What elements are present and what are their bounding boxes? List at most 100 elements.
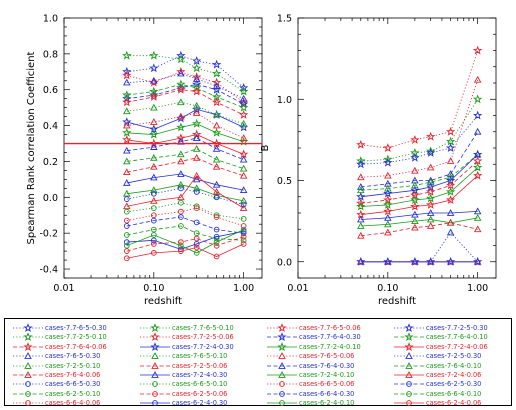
legend-marker-icon (278, 371, 286, 378)
legend-label: cases-6-2-4-0.06 (426, 399, 482, 408)
right-plot-frame (297, 17, 497, 279)
left-data-point (150, 205, 157, 211)
legend-swatch (267, 361, 297, 369)
left-data-point (149, 77, 159, 87)
left-data-point (122, 117, 132, 126)
left-data-point (211, 77, 222, 87)
left-data-point (192, 101, 201, 109)
right-data-point (410, 152, 420, 162)
left-data-point (150, 76, 158, 84)
legend-marker-icon (150, 323, 160, 332)
legend-swatch (267, 371, 297, 378)
left-data-point (177, 180, 185, 188)
left-data-point (193, 244, 200, 251)
legend-marker-icon (25, 381, 31, 388)
left-data-point (213, 212, 220, 219)
left-data-point (149, 50, 159, 60)
left-data-point (239, 155, 248, 163)
left-data-point (212, 188, 221, 195)
right-data-point (445, 180, 456, 190)
left-data-point (122, 97, 132, 107)
right-data-point (357, 231, 365, 239)
left-data-point (239, 94, 248, 102)
left-data-point (239, 102, 249, 112)
left-series-line-12 (126, 137, 244, 161)
right-data-point (384, 171, 392, 179)
right-data-point (473, 156, 483, 165)
left-x-axis-label: redshift (144, 296, 182, 307)
left-data-point (123, 223, 130, 229)
left-data-point (178, 199, 184, 206)
left-data-point (193, 241, 200, 247)
left-data-point (192, 83, 202, 92)
left-series-line-13 (126, 148, 244, 169)
left-series-line-26 (126, 243, 244, 259)
left-data-point (192, 109, 201, 116)
left-data-point (149, 92, 159, 101)
legend-label: cases-7-2-4-0.30 (172, 371, 228, 379)
left-data-point (177, 170, 185, 177)
legend-swatch (140, 341, 170, 351)
right-data-point (473, 110, 483, 120)
legend-marker-icon (404, 323, 414, 332)
legend-marker-icon (23, 332, 33, 342)
legend-marker-icon (152, 400, 158, 407)
legend-swatch (267, 390, 297, 397)
right-y-tick-label: 0.0 (277, 257, 292, 268)
left-series-line-8 (126, 134, 244, 155)
left-data-point (123, 248, 130, 254)
right-data-point (383, 199, 393, 209)
left-data-point (213, 226, 220, 233)
right-data-point (357, 183, 365, 190)
left-data-point (240, 241, 247, 247)
right-series-line-4 (360, 131, 479, 188)
left-data-point (123, 78, 131, 86)
left-plot-frame (63, 17, 263, 279)
left-series-line-17 (126, 175, 244, 209)
right-series-line-2 (360, 115, 479, 165)
left-data-point (176, 84, 186, 94)
left-data-point (213, 233, 220, 240)
left-data-point (212, 162, 221, 170)
left-data-point (122, 127, 132, 137)
left-data-point (192, 75, 201, 82)
legend-label: cases-7-6-5-0.06 (299, 352, 355, 361)
legend-swatch (394, 341, 424, 351)
left-series-line-24 (126, 231, 244, 250)
right-data-point (383, 188, 393, 198)
left-data-point (123, 208, 130, 215)
left-y-tick-label: 1.0 (43, 14, 58, 25)
left-data-point (177, 112, 185, 120)
left-series-line-20 (126, 207, 244, 227)
left-data-point (123, 157, 131, 165)
left-series-line-11 (126, 112, 244, 139)
left-series-line-3 (126, 83, 244, 105)
legend-marker-icon (277, 332, 287, 342)
left-data-point (123, 202, 131, 210)
legend-marker-icon (278, 361, 286, 369)
legend-label: cases-6-2-5-0.06 (172, 389, 228, 398)
legend-label: cases-7.7-2-5-0.06 (172, 333, 234, 342)
legend-label: cases-6-6-4-0.10 (426, 389, 482, 398)
right-data-point (357, 173, 365, 181)
legend-label: cases-6-2-4-0.30 (172, 399, 228, 408)
right-data-point (446, 209, 455, 216)
right-series-line-6 (360, 154, 478, 198)
left-data-point (193, 235, 200, 242)
left-data-point (212, 110, 221, 118)
left-data-point (192, 175, 201, 183)
left-series-line-22 (126, 225, 244, 241)
legend-swatch (394, 323, 424, 332)
left-data-point (122, 135, 132, 144)
right-data-point (426, 193, 436, 203)
right-y-tick-label: 1.0 (277, 95, 292, 106)
left-y-tick-label: 0.2 (43, 157, 58, 168)
right-data-point (445, 126, 456, 136)
legend-label: cases-7-6-5-0.30 (45, 352, 101, 361)
left-data-point (193, 205, 200, 211)
legend-label: cases-7-2-4-0.06 (426, 371, 482, 379)
right-series-line-1 (360, 99, 479, 162)
left-data-point (239, 186, 248, 193)
left-data-point (192, 79, 202, 89)
legend-swatch (394, 371, 424, 378)
